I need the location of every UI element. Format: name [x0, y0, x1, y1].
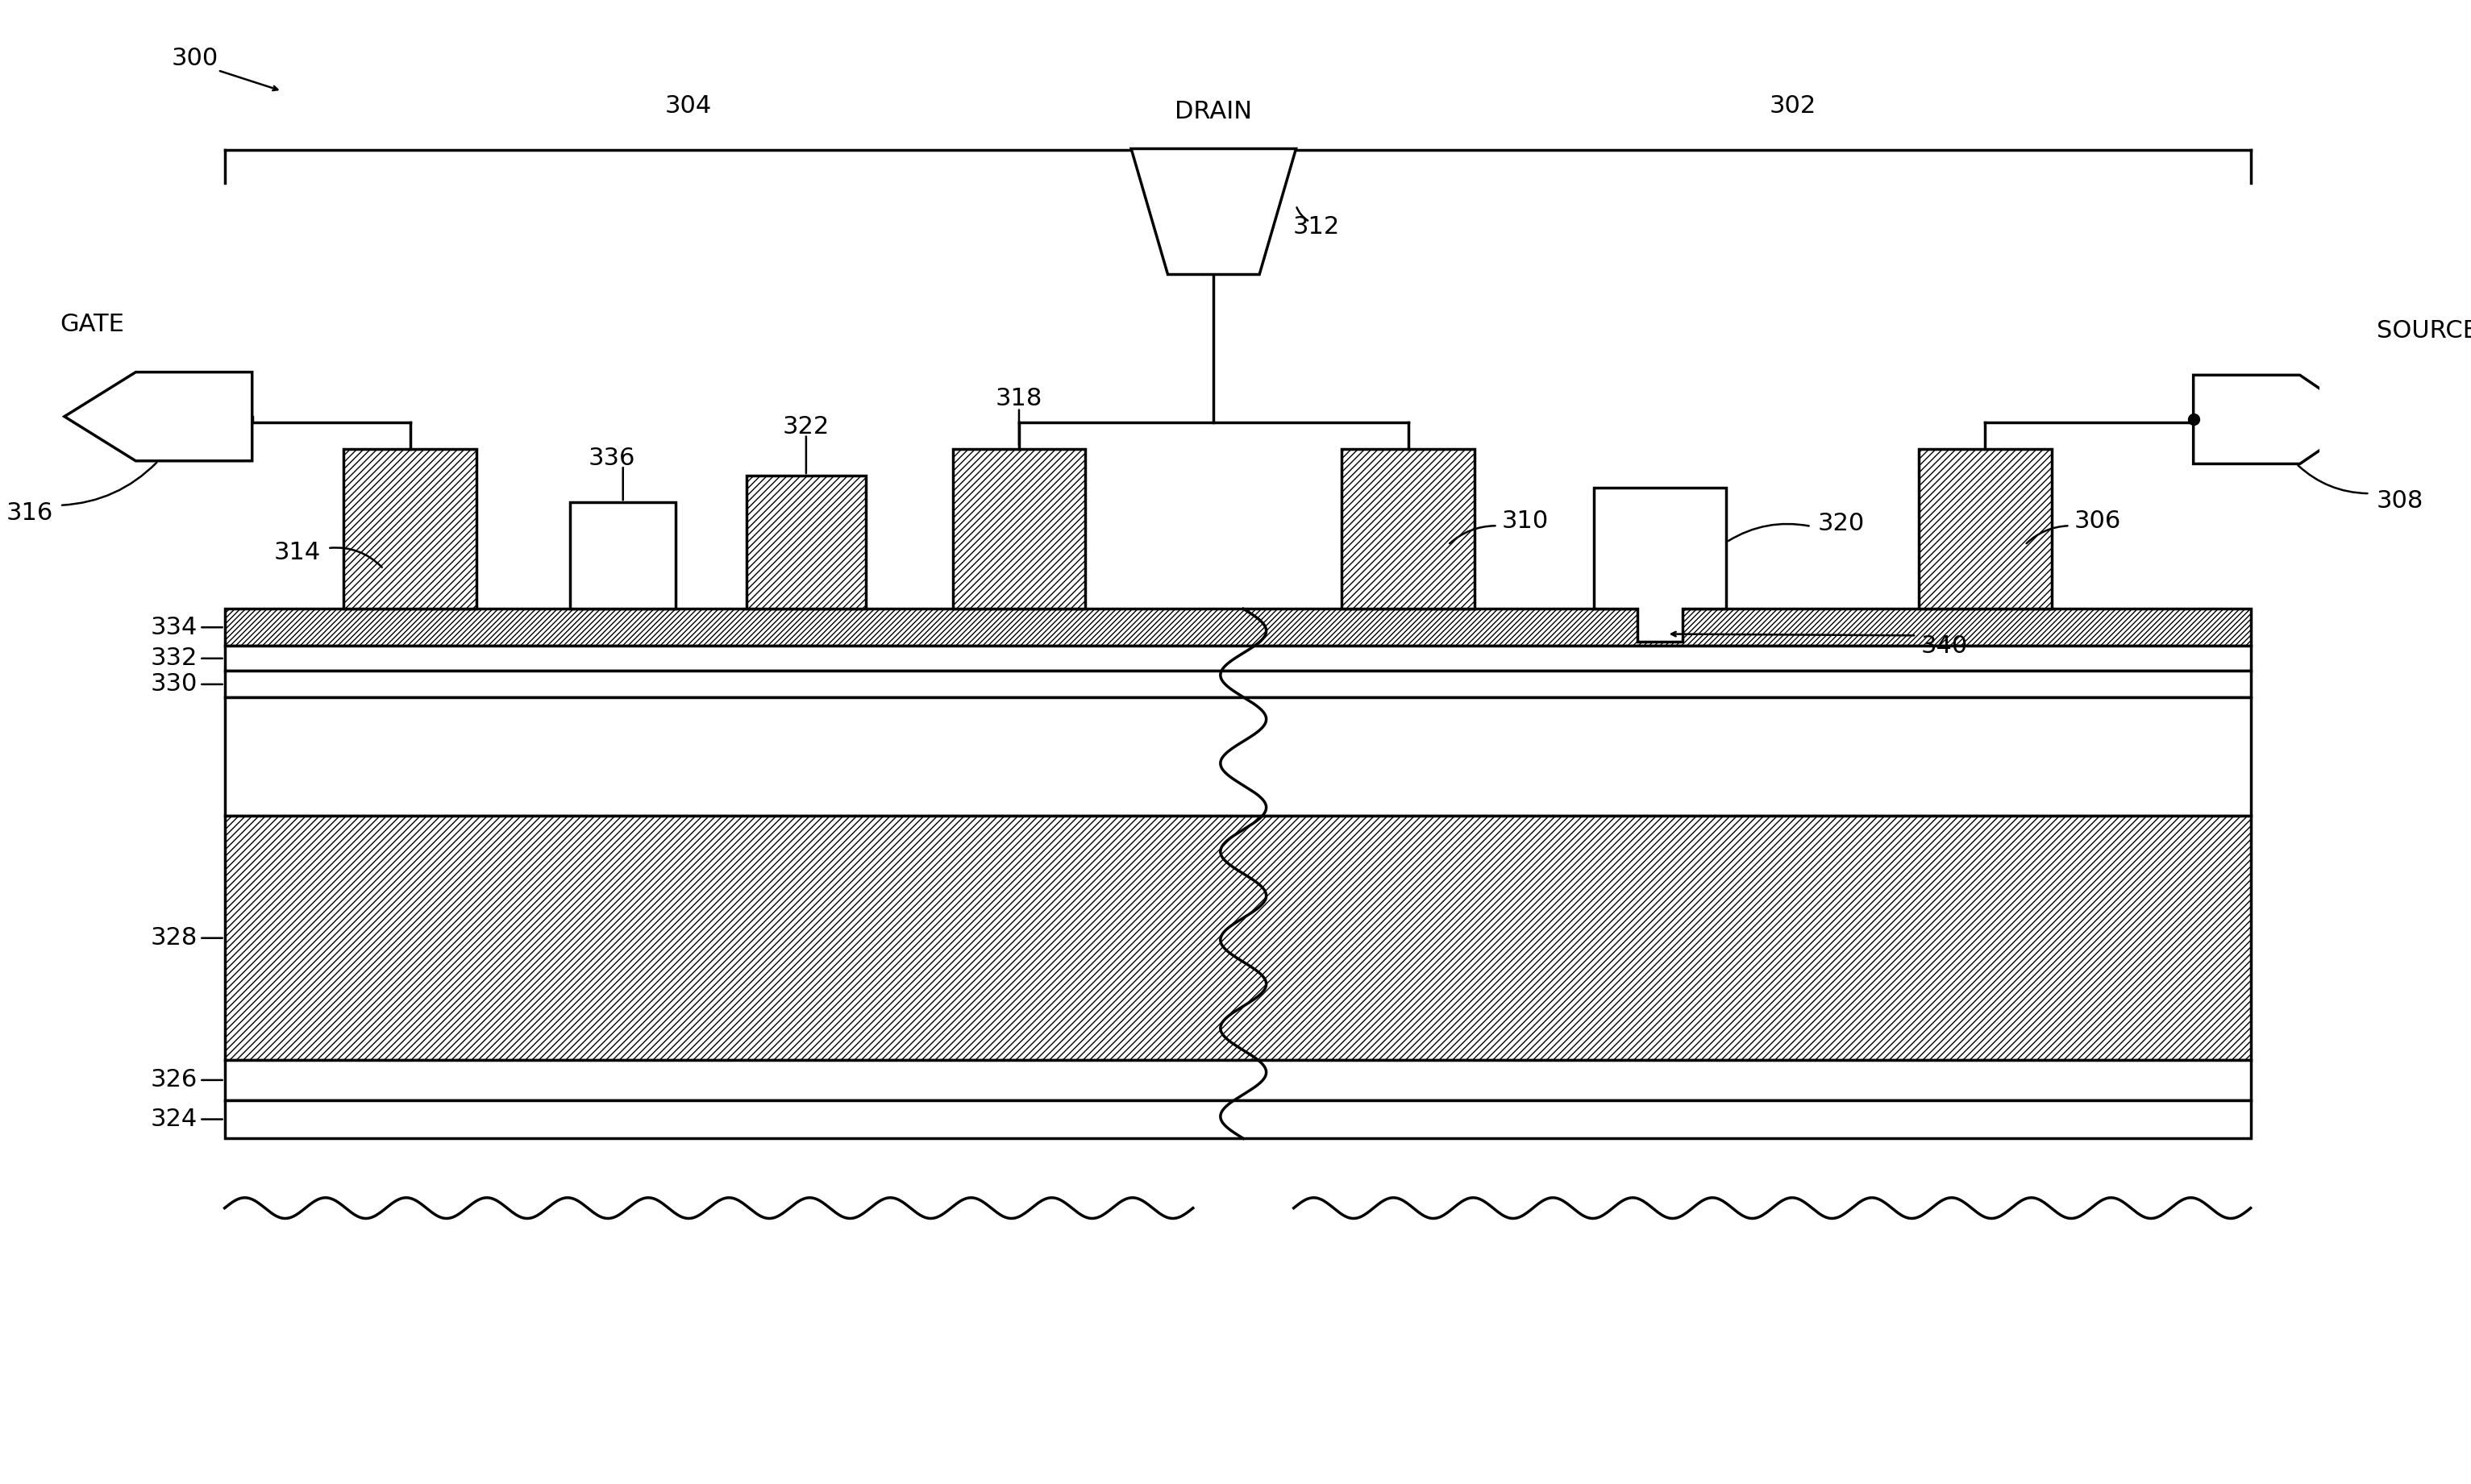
Text: 304: 304 — [665, 93, 712, 117]
Polygon shape — [2194, 375, 2365, 464]
Text: 312: 312 — [1292, 215, 1339, 239]
Text: 316: 316 — [5, 502, 52, 524]
Bar — [954, 450, 1085, 608]
Text: 322: 322 — [783, 416, 830, 439]
Bar — [225, 697, 2251, 816]
Bar — [225, 608, 2251, 646]
Text: DRAIN: DRAIN — [1174, 99, 1253, 123]
Text: 318: 318 — [996, 387, 1043, 411]
Text: 332: 332 — [151, 647, 198, 671]
Text: GATE: GATE — [59, 313, 124, 337]
Text: SOURCE: SOURCE — [2377, 319, 2471, 343]
Polygon shape — [1132, 148, 1295, 275]
Text: 334: 334 — [151, 616, 198, 640]
Bar — [225, 1100, 2251, 1138]
Text: 324: 324 — [151, 1107, 198, 1131]
Bar — [343, 450, 477, 608]
Text: 308: 308 — [2377, 490, 2424, 512]
Bar — [225, 816, 2251, 1060]
Text: 306: 306 — [2073, 509, 2120, 533]
Text: 310: 310 — [1502, 509, 1549, 533]
Bar — [1342, 450, 1475, 608]
Text: 320: 320 — [1819, 512, 1866, 536]
Text: 302: 302 — [1769, 93, 1816, 117]
Bar — [225, 1060, 2251, 1100]
Text: 340: 340 — [1920, 634, 1967, 657]
Text: 314: 314 — [274, 542, 321, 564]
Bar — [225, 671, 2251, 697]
Text: 326: 326 — [151, 1068, 198, 1092]
Polygon shape — [64, 372, 252, 462]
Bar — [1917, 450, 2051, 608]
Text: 330: 330 — [151, 672, 198, 696]
Polygon shape — [1594, 488, 1727, 641]
Text: 300: 300 — [170, 47, 217, 70]
Bar — [571, 502, 675, 608]
Text: 336: 336 — [588, 447, 635, 469]
Bar — [225, 646, 2251, 671]
Bar — [746, 476, 865, 608]
Text: 328: 328 — [151, 926, 198, 950]
